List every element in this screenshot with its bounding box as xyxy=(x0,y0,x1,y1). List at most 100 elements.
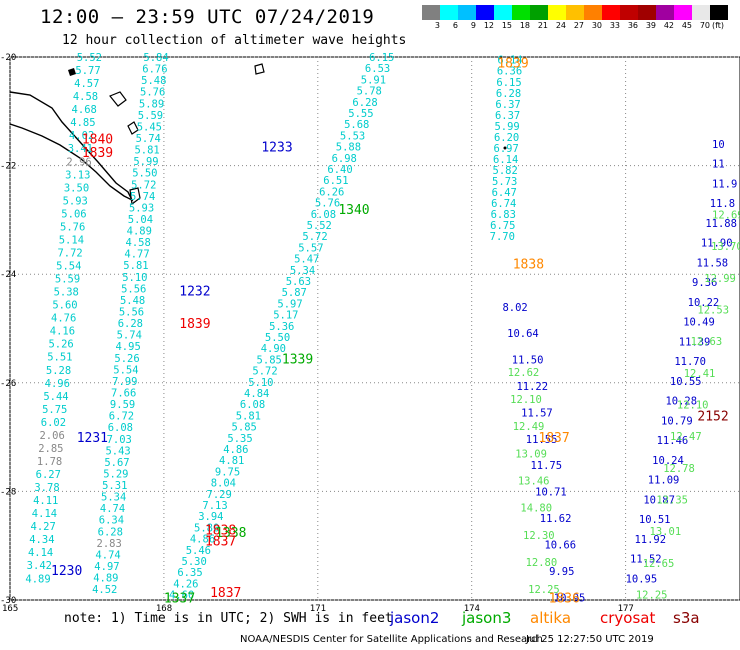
pass-time-label: 1231 xyxy=(77,431,108,446)
swh-value: 12.47 xyxy=(670,431,702,443)
swh-value: 10.22 xyxy=(688,297,720,309)
swh-value: 5.31 xyxy=(102,480,127,492)
swh-value: 5.14 xyxy=(59,234,84,246)
swh-value: 10.55 xyxy=(670,376,702,388)
legend-swatch xyxy=(602,5,620,20)
legend-swatch xyxy=(656,5,674,20)
swh-value: 5.04 xyxy=(128,214,153,226)
lon-tick-label: 165 xyxy=(2,604,18,614)
swh-value: 11.70 xyxy=(674,356,706,368)
swh-value: 12.69 xyxy=(712,209,740,221)
legend-label: 70 xyxy=(699,21,710,30)
color-legend-bar xyxy=(422,5,728,20)
swh-value: 12.10 xyxy=(677,400,709,412)
swh-value: 7.13 xyxy=(202,500,227,512)
swh-value: 6.27 xyxy=(36,469,61,481)
pass-time-label: 1838 xyxy=(513,257,544,272)
swh-value: 6.08 xyxy=(108,422,133,434)
swh-value: 3.13 xyxy=(65,169,90,181)
swh-value: 5.93 xyxy=(63,195,88,207)
lat-tick-label: -28 xyxy=(0,487,16,497)
legend-swatch xyxy=(692,5,710,20)
swh-value: 5.47 xyxy=(294,254,319,266)
swh-value: 5.36 xyxy=(269,321,294,333)
swh-value: 4.86 xyxy=(190,534,215,546)
swh-value: 4.11 xyxy=(33,495,58,507)
swh-value: 5.67 xyxy=(104,457,129,469)
swh-value: 5.76 xyxy=(315,198,340,210)
swh-value: 5.51 xyxy=(47,352,72,364)
pass-time-label: 1839 xyxy=(82,146,113,161)
footer-credit: NOAA/NESDIS Center for Satellite Applica… xyxy=(240,634,543,645)
swh-value: 10.71 xyxy=(535,487,567,499)
swh-value: 5.30 xyxy=(182,556,207,568)
swh-value: 6.40 xyxy=(327,164,352,176)
legend-label: 30 xyxy=(591,21,602,30)
swh-value: 6.83 xyxy=(491,209,516,221)
swh-value: 4.52 xyxy=(92,584,117,596)
legend-label: 42 xyxy=(663,21,674,30)
swh-value: 5.54 xyxy=(56,261,81,273)
swh-value: 5.85 xyxy=(257,354,282,366)
swh-value: 12.35 xyxy=(656,495,688,507)
swh-value: 5.76 xyxy=(140,87,165,99)
swh-value: 6.26 xyxy=(319,186,344,198)
swh-value: 6.37 xyxy=(495,110,520,122)
swh-value: 4.89 xyxy=(25,573,50,585)
swh-value: 6.74 xyxy=(491,198,516,210)
swh-value: 5.59 xyxy=(138,110,163,122)
lon-tick-label: 168 xyxy=(156,604,172,614)
swh-value: 6.53 xyxy=(365,63,390,75)
swh-value: 11.58 xyxy=(696,257,728,269)
swh-value: 5.81 xyxy=(236,410,261,422)
swh-value: 10.66 xyxy=(544,539,576,551)
swh-value: 5.74 xyxy=(117,330,142,342)
legend-label: 36 xyxy=(627,21,638,30)
swh-value: 2.83 xyxy=(97,538,122,550)
swh-value: 6.14 xyxy=(493,154,518,166)
swh-value: 5.75 xyxy=(42,404,67,416)
swh-value: 11.62 xyxy=(540,513,572,525)
swh-value: 11.52 xyxy=(630,554,662,566)
pass-time-label: 1337 xyxy=(164,591,195,606)
swh-value: 11.75 xyxy=(530,460,562,472)
legend-label: 39 xyxy=(645,21,656,30)
pass-time-label: 1837 xyxy=(210,586,241,601)
swh-value: 9.36 xyxy=(692,277,717,289)
swh-value: 13.01 xyxy=(650,526,682,538)
swh-value: 4.26 xyxy=(173,578,198,590)
swh-value: 9.59 xyxy=(110,399,135,411)
legend-s3a: s3a xyxy=(673,609,700,627)
legend-swatch xyxy=(638,5,656,20)
pass-time-label: 1839 xyxy=(179,317,210,332)
legend-swatch xyxy=(530,5,548,20)
swh-value: 5.81 xyxy=(123,260,148,272)
swh-value: 5.72 xyxy=(302,231,327,243)
swh-value: 12.25 xyxy=(528,584,560,596)
swh-value: 4.58 xyxy=(73,91,98,103)
swh-value: 4.85 xyxy=(70,117,95,129)
swh-value: 8.02 xyxy=(502,302,527,314)
swh-value: 12.99 xyxy=(704,273,736,285)
pass-time-label: 1338 xyxy=(215,526,246,541)
legend-label: 24 xyxy=(555,21,566,30)
lat-tick-label: -26 xyxy=(0,379,16,389)
swh-value: 12.25 xyxy=(636,590,668,602)
pass-time-label: 1837 xyxy=(538,431,569,446)
lat-tick-label: -24 xyxy=(0,270,16,280)
pass-time-label: 1232 xyxy=(179,284,210,299)
swh-value: 10.24 xyxy=(652,455,684,467)
swh-value: 7.70 xyxy=(490,231,515,243)
swh-value: 5.77 xyxy=(75,65,100,77)
lat-tick-label: -20 xyxy=(0,53,16,63)
legend-swatch xyxy=(422,5,440,20)
pass-time-label: 1838 xyxy=(205,523,236,538)
swh-value: 6.08 xyxy=(311,209,336,221)
swh-value: 10 xyxy=(712,139,725,151)
swh-value: 5.43 xyxy=(105,445,130,457)
swh-value: 5.99 xyxy=(494,121,519,133)
chart-title: 12:00 – 23:59 UTC 07/24/2019 xyxy=(40,6,375,28)
swh-value: 12.30 xyxy=(523,530,555,542)
